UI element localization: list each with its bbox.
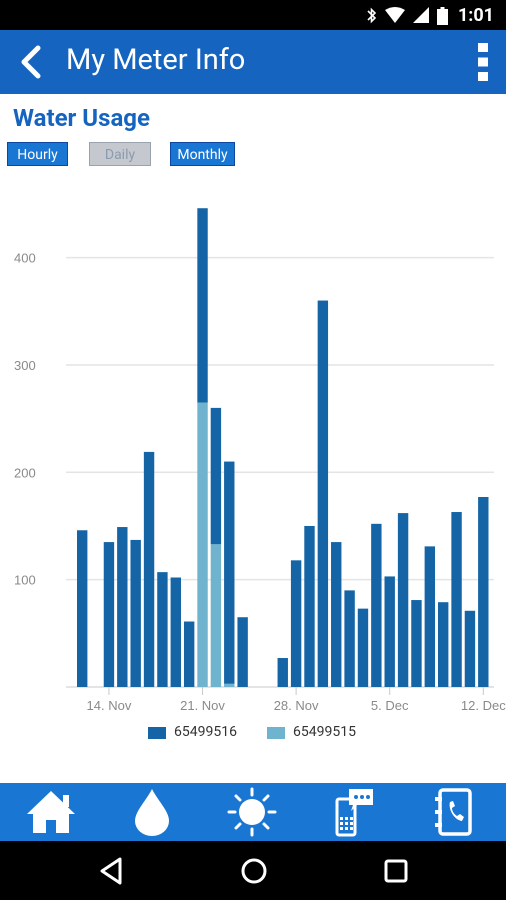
x-tick-label: 28. Nov bbox=[274, 698, 319, 713]
y-tick-label: 300 bbox=[14, 358, 36, 373]
tab-daily[interactable]: Daily bbox=[89, 142, 151, 166]
bar-series-1 bbox=[411, 600, 422, 687]
wifi-icon bbox=[385, 7, 405, 23]
bar-series-1 bbox=[183, 621, 195, 687]
bluetooth-icon bbox=[367, 7, 377, 24]
section-title: Water Usage bbox=[13, 104, 150, 132]
bar-series-1 bbox=[170, 577, 181, 687]
bar-series-1 bbox=[451, 512, 462, 687]
x-tick-label: 21. Nov bbox=[180, 698, 225, 713]
bar-series-1 bbox=[304, 525, 315, 687]
bar-series-1 bbox=[224, 461, 235, 684]
bar-series-1 bbox=[344, 590, 355, 687]
water-usage-chart: 100 200 300 400 14. Nov 21. Nov 28. Nov 5. Dec 1… bbox=[14, 208, 506, 713]
water-drop-icon[interactable] bbox=[122, 787, 182, 837]
bar-series-1 bbox=[478, 496, 489, 687]
signal-icon bbox=[413, 7, 429, 23]
bar-series-1 bbox=[157, 572, 168, 687]
tab-hourly[interactable]: Hourly bbox=[7, 142, 68, 166]
legend-swatch bbox=[148, 727, 166, 739]
bar-series-2 bbox=[197, 402, 208, 687]
bar-series-1 bbox=[437, 602, 449, 687]
back-triangle-icon[interactable] bbox=[96, 855, 128, 887]
bar-series-1 bbox=[277, 658, 288, 687]
status-bar: 1:01 bbox=[0, 0, 506, 30]
bar-series-1 bbox=[424, 546, 436, 687]
bar-series-1 bbox=[197, 208, 208, 403]
bar-series-1 bbox=[371, 523, 382, 687]
bar-series-1 bbox=[357, 608, 369, 687]
legend-swatch bbox=[267, 727, 285, 739]
bar-series-1 bbox=[143, 451, 155, 687]
bar-series-2 bbox=[224, 683, 235, 687]
bar-series-2 bbox=[210, 544, 222, 687]
legend-label: 65499516 bbox=[174, 724, 237, 740]
bar-series-1 bbox=[130, 539, 141, 687]
bar-series-1 bbox=[397, 513, 409, 687]
back-arrow-icon[interactable] bbox=[14, 44, 50, 80]
bar-series-1 bbox=[464, 610, 476, 687]
y-tick-label: 400 bbox=[14, 251, 36, 266]
x-tick-label: 5. Dec bbox=[371, 698, 409, 713]
bar-series-1 bbox=[331, 542, 342, 687]
x-tick-label: 12. Dec bbox=[461, 698, 506, 713]
y-tick-label: 100 bbox=[14, 573, 36, 588]
home-icon[interactable] bbox=[21, 787, 81, 837]
bar-series-1 bbox=[290, 560, 302, 687]
contacts-icon[interactable] bbox=[424, 787, 484, 837]
bar-series-1 bbox=[210, 407, 222, 545]
bottom-nav bbox=[0, 783, 506, 841]
recent-apps-icon[interactable] bbox=[380, 855, 412, 887]
x-tick-label: 14. Nov bbox=[87, 698, 132, 713]
bar-series-1 bbox=[384, 576, 395, 687]
bar-series-1 bbox=[317, 300, 329, 687]
app-bar: My Meter Info bbox=[0, 30, 506, 94]
home-circle-icon[interactable] bbox=[238, 855, 270, 887]
system-nav-bar bbox=[0, 841, 506, 900]
bar-series-1 bbox=[117, 527, 128, 687]
overflow-menu-icon[interactable] bbox=[476, 42, 490, 82]
chat-phone-icon[interactable] bbox=[323, 787, 383, 837]
bar-series-1 bbox=[237, 617, 248, 687]
page-title: My Meter Info bbox=[66, 43, 246, 77]
tab-monthly[interactable]: Monthly bbox=[170, 142, 235, 166]
y-tick-label: 200 bbox=[14, 465, 36, 480]
bar-series-1 bbox=[103, 542, 115, 687]
legend-label: 65499515 bbox=[293, 724, 356, 740]
bar-series-1 bbox=[77, 530, 88, 687]
sun-icon[interactable] bbox=[222, 787, 282, 837]
battery-icon bbox=[437, 7, 448, 25]
status-time: 1:01 bbox=[457, 5, 494, 26]
